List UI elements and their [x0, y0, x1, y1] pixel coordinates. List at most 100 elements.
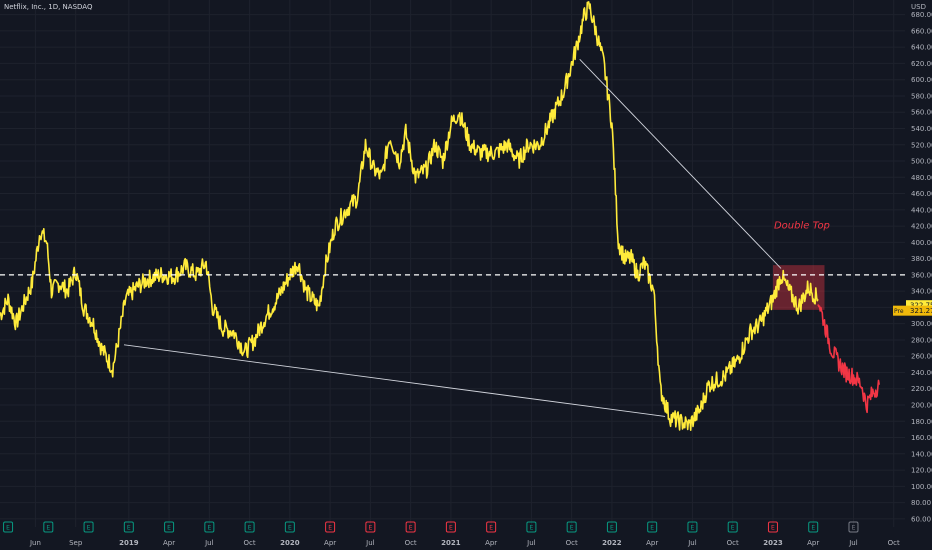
x-tick-label: Oct — [405, 539, 417, 547]
y-tick-label: 240.00 — [911, 369, 932, 377]
x-tick-label: Sep — [69, 539, 83, 547]
y-tick-label: 460.00 — [911, 190, 932, 198]
earnings-marker — [244, 521, 255, 533]
grid — [0, 0, 905, 527]
x-tick-label: 2021 — [441, 539, 461, 547]
earnings-marker — [808, 521, 819, 533]
x-tick-label: 2019 — [119, 539, 139, 547]
last-price-badge — [906, 300, 932, 311]
y-tick-label: 220.00 — [911, 385, 932, 393]
pre-market-badge — [906, 305, 932, 316]
earnings-marker-label: E — [368, 525, 372, 532]
drawings: Double Top — [0, 59, 905, 417]
price-line-yellow — [0, 1, 819, 432]
y-tick-label: 180.00 — [911, 418, 932, 426]
earnings-marker-label: E — [489, 525, 493, 532]
earnings-marker-label: E — [6, 525, 10, 532]
y-tick-label: 380.00 — [911, 255, 932, 263]
x-tick-label: Apr — [324, 539, 336, 547]
x-tick-label: Apr — [807, 539, 819, 547]
earnings-marker-label: E — [610, 525, 614, 532]
x-tick-label: Jul — [365, 539, 375, 547]
price-series — [0, 1, 880, 432]
earnings-marker-label: E — [530, 525, 534, 532]
earnings-marker — [365, 521, 376, 533]
x-tick-label: Apr — [485, 539, 497, 547]
earnings-marker-label: E — [288, 525, 292, 532]
earnings-marker-label: E — [207, 525, 211, 532]
price-line-red — [817, 304, 880, 414]
earnings-marker — [526, 521, 537, 533]
x-tick-label: Apr — [163, 539, 175, 547]
earnings-marker-label: E — [328, 525, 332, 532]
y-tick-label: 80.00 — [911, 499, 931, 507]
earnings-marker-label: E — [127, 525, 131, 532]
x-tick-label: 2022 — [602, 539, 622, 547]
earnings-marker-label: E — [691, 525, 695, 532]
x-tick-label: Jun — [29, 539, 41, 547]
y-tick-label: 640.00 — [911, 44, 932, 52]
x-tick-label: Oct — [727, 539, 739, 547]
currency-label: USD — [911, 3, 926, 11]
y-tick-label: 620.00 — [911, 60, 932, 68]
y-tick-label: 260.00 — [911, 353, 932, 361]
x-axis: Jun Sep 2019 Apr Jul Oct 2020 Apr Jul Oct 2021 Apr J… — [29, 539, 900, 547]
y-tick-label: 300.00 — [911, 320, 932, 328]
earnings-marker — [3, 521, 14, 533]
y-tick-label: 400.00 — [911, 239, 932, 247]
x-tick-label: Jul — [526, 539, 536, 547]
earnings-marker — [83, 521, 94, 533]
earnings-marker — [204, 521, 215, 533]
y-tick-label: 520.00 — [911, 141, 932, 149]
pre-market-label: 321.27 — [910, 307, 932, 315]
y-tick-label: 560.00 — [911, 109, 932, 117]
earnings-marker — [727, 521, 738, 533]
x-tick-label: Oct — [566, 539, 578, 547]
x-tick-label: Jul — [204, 539, 214, 547]
earnings-marker — [164, 521, 175, 533]
earnings-marker-label: E — [650, 525, 654, 532]
y-tick-label: 500.00 — [911, 158, 932, 166]
earnings-marker — [123, 521, 134, 533]
double-top-annotation: Double Top — [774, 221, 830, 232]
earnings-marker — [325, 521, 336, 533]
x-tick-label: Apr — [646, 539, 658, 547]
earnings-marker-label: E — [409, 525, 413, 532]
x-tick-label: Jul — [848, 539, 858, 547]
x-tick-label: 2020 — [280, 539, 300, 547]
y-tick-label: 140.00 — [911, 450, 932, 458]
y-tick-label: 480.00 — [911, 174, 932, 182]
y-tick-label: 100.00 — [911, 483, 932, 491]
earnings-marker-label: E — [87, 525, 91, 532]
y-tick-label: 60.00 — [911, 515, 931, 523]
earnings-marker-label: E — [731, 525, 735, 532]
trendline — [123, 344, 666, 417]
pre-market-prefix: Pre — [894, 308, 904, 315]
y-tick-label: 360.00 — [911, 271, 932, 279]
earnings-marker — [486, 521, 497, 533]
earnings-marker-label: E — [771, 525, 775, 532]
earnings-marker — [43, 521, 54, 533]
x-tick-label: Oct — [888, 539, 900, 547]
earnings-marker — [687, 521, 698, 533]
earnings-marker — [848, 521, 859, 533]
x-tick-label: 2023 — [763, 539, 783, 547]
earnings-marker — [284, 521, 295, 533]
x-tick-label: Jul — [687, 539, 697, 547]
y-tick-label: 580.00 — [911, 92, 932, 100]
earnings-marker-label: E — [46, 525, 50, 532]
trendline — [579, 59, 782, 269]
earnings-marker — [767, 521, 778, 533]
y-tick-label: 340.00 — [911, 288, 932, 296]
earnings-marker — [445, 521, 456, 533]
earnings-marker-label: E — [570, 525, 574, 532]
earnings-marker — [606, 521, 617, 533]
pre-market-tag — [893, 305, 906, 316]
y-tick-label: 280.00 — [911, 336, 932, 344]
earnings-marker — [405, 521, 416, 533]
earnings-marker-label: E — [449, 525, 453, 532]
x-tick-label: Oct — [244, 539, 256, 547]
y-tick-label: 120.00 — [911, 467, 932, 475]
